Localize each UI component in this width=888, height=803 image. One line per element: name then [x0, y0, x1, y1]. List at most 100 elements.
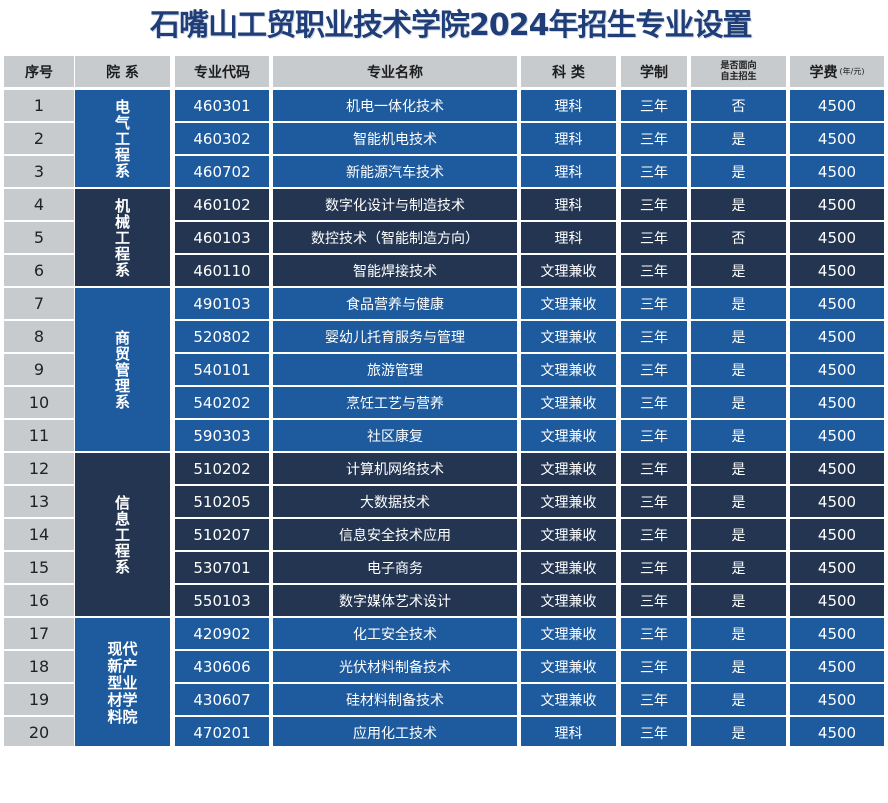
cell-fee: 4500	[790, 552, 884, 583]
cell-code: 460102	[175, 189, 269, 220]
cell-seq: 1	[4, 90, 74, 121]
cell-self-enroll: 否	[691, 90, 786, 121]
cell-self-enroll: 是	[691, 552, 786, 583]
cell-self-enroll: 是	[691, 618, 786, 649]
cell-code: 490103	[175, 288, 269, 319]
department-cell: 现代新产型业材学料院	[75, 618, 170, 748]
header-name: 专业名称	[273, 56, 517, 87]
cell-name: 应用化工技术	[273, 717, 517, 748]
cell-name: 信息安全技术应用	[273, 519, 517, 550]
cell-subject: 文理兼收	[521, 255, 616, 286]
cell-name: 光伏材料制备技术	[273, 651, 517, 682]
cell-code: 530701	[175, 552, 269, 583]
cell-code: 460110	[175, 255, 269, 286]
cell-subject: 文理兼收	[521, 486, 616, 517]
header-seq: 序号	[4, 56, 74, 87]
department-name: 商贸管理系	[114, 328, 130, 411]
cell-code: 540202	[175, 387, 269, 418]
cell-code: 470201	[175, 717, 269, 748]
cell-seq: 10	[4, 387, 74, 418]
cell-subject: 理科	[521, 222, 616, 253]
department-cell: 机械工程系	[75, 189, 170, 286]
cell-code: 540101	[175, 354, 269, 385]
header-subject: 科 类	[521, 56, 616, 87]
cell-seq: 15	[4, 552, 74, 583]
cell-duration: 三年	[621, 288, 687, 319]
cell-self-enroll: 是	[691, 156, 786, 187]
cell-seq: 13	[4, 486, 74, 517]
cell-duration: 三年	[621, 486, 687, 517]
cell-code: 460702	[175, 156, 269, 187]
cell-subject: 文理兼收	[521, 453, 616, 484]
cell-seq: 11	[4, 420, 74, 451]
cell-duration: 三年	[621, 189, 687, 220]
cell-duration: 三年	[621, 618, 687, 649]
cell-fee: 4500	[790, 321, 884, 352]
cell-code: 590303	[175, 420, 269, 451]
cell-self-enroll: 是	[691, 486, 786, 517]
cell-subject: 文理兼收	[521, 420, 616, 451]
cell-fee: 4500	[790, 354, 884, 385]
cell-subject: 理科	[521, 189, 616, 220]
cell-self-enroll: 是	[691, 684, 786, 715]
cell-duration: 三年	[621, 453, 687, 484]
cell-name: 化工安全技术	[273, 618, 517, 649]
cell-fee: 4500	[790, 717, 884, 748]
cell-subject: 理科	[521, 123, 616, 154]
department-cell: 商贸管理系	[75, 288, 170, 451]
cell-seq: 5	[4, 222, 74, 253]
header-fee-label: 学费	[809, 64, 838, 81]
cell-duration: 三年	[621, 717, 687, 748]
cell-fee: 4500	[790, 684, 884, 715]
cell-name: 数字媒体艺术设计	[273, 585, 517, 616]
cell-name: 食品营养与健康	[273, 288, 517, 319]
department-name: 电气工程系	[114, 97, 130, 180]
cell-name: 电子商务	[273, 552, 517, 583]
cell-name: 婴幼儿托育服务与管理	[273, 321, 517, 352]
cell-name: 硅材料制备技术	[273, 684, 517, 715]
footer-blank	[0, 746, 888, 803]
cell-self-enroll: 是	[691, 585, 786, 616]
cell-subject: 文理兼收	[521, 321, 616, 352]
cell-fee: 4500	[790, 618, 884, 649]
cell-fee: 4500	[790, 156, 884, 187]
cell-seq: 2	[4, 123, 74, 154]
cell-name: 数控技术（智能制造方向）	[273, 222, 517, 253]
cell-fee: 4500	[790, 519, 884, 550]
cell-fee: 4500	[790, 90, 884, 121]
cell-code: 430606	[175, 651, 269, 682]
cell-subject: 文理兼收	[521, 684, 616, 715]
cell-self-enroll: 是	[691, 354, 786, 385]
cell-name: 智能机电技术	[273, 123, 517, 154]
cell-seq: 14	[4, 519, 74, 550]
cell-self-enroll: 是	[691, 288, 786, 319]
cell-code: 510207	[175, 519, 269, 550]
cell-fee: 4500	[790, 123, 884, 154]
department-cell: 电气工程系	[75, 90, 170, 187]
cell-self-enroll: 是	[691, 123, 786, 154]
cell-fee: 4500	[790, 453, 884, 484]
cell-duration: 三年	[621, 123, 687, 154]
header-self-enroll: 是否面向 自主招生	[691, 56, 786, 87]
cell-self-enroll: 是	[691, 387, 786, 418]
cell-duration: 三年	[621, 90, 687, 121]
cell-duration: 三年	[621, 354, 687, 385]
cell-subject: 文理兼收	[521, 519, 616, 550]
cell-name: 大数据技术	[273, 486, 517, 517]
cell-subject: 文理兼收	[521, 618, 616, 649]
cell-seq: 16	[4, 585, 74, 616]
cell-self-enroll: 是	[691, 255, 786, 286]
cell-duration: 三年	[621, 156, 687, 187]
cell-seq: 12	[4, 453, 74, 484]
cell-duration: 三年	[621, 255, 687, 286]
department-name: 机械工程系	[114, 196, 130, 279]
cell-self-enroll: 是	[691, 321, 786, 352]
header-fee-unit: (年/元)	[839, 67, 865, 76]
cell-seq: 18	[4, 651, 74, 682]
cell-seq: 3	[4, 156, 74, 187]
cell-duration: 三年	[621, 321, 687, 352]
cell-name: 社区康复	[273, 420, 517, 451]
cell-fee: 4500	[790, 420, 884, 451]
page-title: 石嘴山工贸职业技术学院2024年招生专业设置	[150, 8, 753, 43]
cell-code: 460103	[175, 222, 269, 253]
